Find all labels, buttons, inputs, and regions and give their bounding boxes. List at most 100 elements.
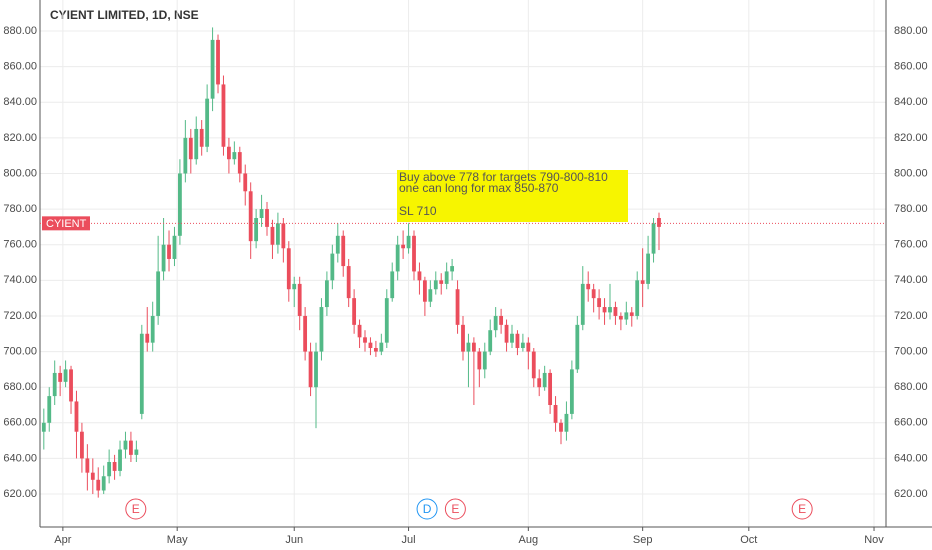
price-label-bg [42,216,90,231]
y-tick-label: 780.00 [3,203,37,215]
y-tick-label: 780.00 [894,203,928,215]
candle-body [123,440,128,450]
candle-body [194,128,199,160]
y-tick-label: 820.00 [894,132,928,144]
candle-body [205,98,210,147]
candle-body [319,307,324,352]
candle-body [395,244,400,272]
candle-body [237,152,242,174]
x-tick-label: Jun [285,534,303,546]
candle-body [433,280,438,290]
candle-body [145,333,150,343]
candle-body [90,472,95,480]
candle-body [559,422,563,432]
candle-body [161,244,166,272]
x-tick-label: Oct [740,534,757,546]
candle-body [597,298,602,308]
candle-body [96,479,101,491]
candle-body [477,351,482,370]
y-tick-label: 680.00 [894,381,928,393]
candle-body [139,333,144,414]
candle-body [504,324,509,343]
candle-body [461,324,465,352]
candle-body [586,283,591,290]
candle-body [531,351,536,379]
candle-body [520,342,525,349]
candle-body [134,449,139,455]
x-tick-label: Aug [519,534,539,546]
candle-body [591,289,596,299]
candle-body [569,369,574,414]
candle-body [455,289,460,325]
candle-body [466,342,471,352]
y-tick-label: 740.00 [3,274,37,286]
candle-body [335,235,340,254]
candle-body [542,372,547,388]
y-tick-label: 660.00 [3,417,37,429]
candle-body [221,84,226,147]
candle-body [172,235,177,259]
candle-body [85,458,90,473]
candle-body [580,283,585,325]
y-tick-label: 700.00 [894,345,928,357]
candle-body [227,146,231,160]
y-tick-label: 640.00 [894,452,928,464]
candle-body [118,449,122,471]
candle-body [275,223,280,245]
candle-body [259,209,264,218]
candle-body [101,476,106,491]
candle-body [439,280,444,284]
event-marker [416,498,438,520]
candle-body [216,39,220,85]
candle-body [526,342,531,352]
candle-body [63,369,68,382]
candle-body [352,298,357,325]
candle-body [314,351,318,388]
y-tick-label: 740.00 [894,274,928,286]
candle-body [510,333,514,343]
candle-body [412,235,416,272]
candle-body [564,413,569,432]
candle-body [248,191,253,242]
y-tick-label: 620.00 [894,488,928,500]
y-tick-label: 720.00 [894,310,928,322]
candle-body [613,307,618,316]
candle-body [471,342,476,352]
chart-title: CYIENT LIMITED, 1D, NSE [50,8,199,22]
candle-body [199,128,204,147]
candle-body [422,280,427,302]
candle-body [368,342,373,349]
y-tick-label: 720.00 [3,310,37,322]
candle-body [602,307,607,313]
annotation-line: SL 710 [399,204,437,218]
candle-body [254,217,259,242]
y-tick-label: 840.00 [3,96,37,108]
y-tick-label: 880.00 [3,25,37,37]
candle-body [281,223,286,249]
candle-body [178,173,182,236]
candle-body [646,253,651,284]
y-tick-label: 700.00 [3,345,37,357]
y-tick-label: 880.00 [894,25,928,37]
event-label: E [451,502,459,516]
candle-body [629,312,634,316]
candle-body [297,283,302,316]
y-tick-label: 800.00 [3,167,37,179]
candle-body [401,244,406,249]
candle-body [373,348,378,352]
event-marker [791,498,813,520]
y-tick-label: 840.00 [894,96,928,108]
annotation: Buy above 778 for targets 790-800-810 on… [397,170,628,222]
y-tick-label: 620.00 [3,488,37,500]
candle-body [417,271,422,281]
candle-body [330,253,335,281]
y-tick-label: 640.00 [3,452,37,464]
candle-body [444,271,449,284]
y-tick-label: 860.00 [894,61,928,73]
candle-body [80,431,84,459]
candle-body [640,280,645,284]
candle-body [618,315,623,320]
candle-body [608,307,612,313]
x-tick-label: Jul [402,534,416,546]
